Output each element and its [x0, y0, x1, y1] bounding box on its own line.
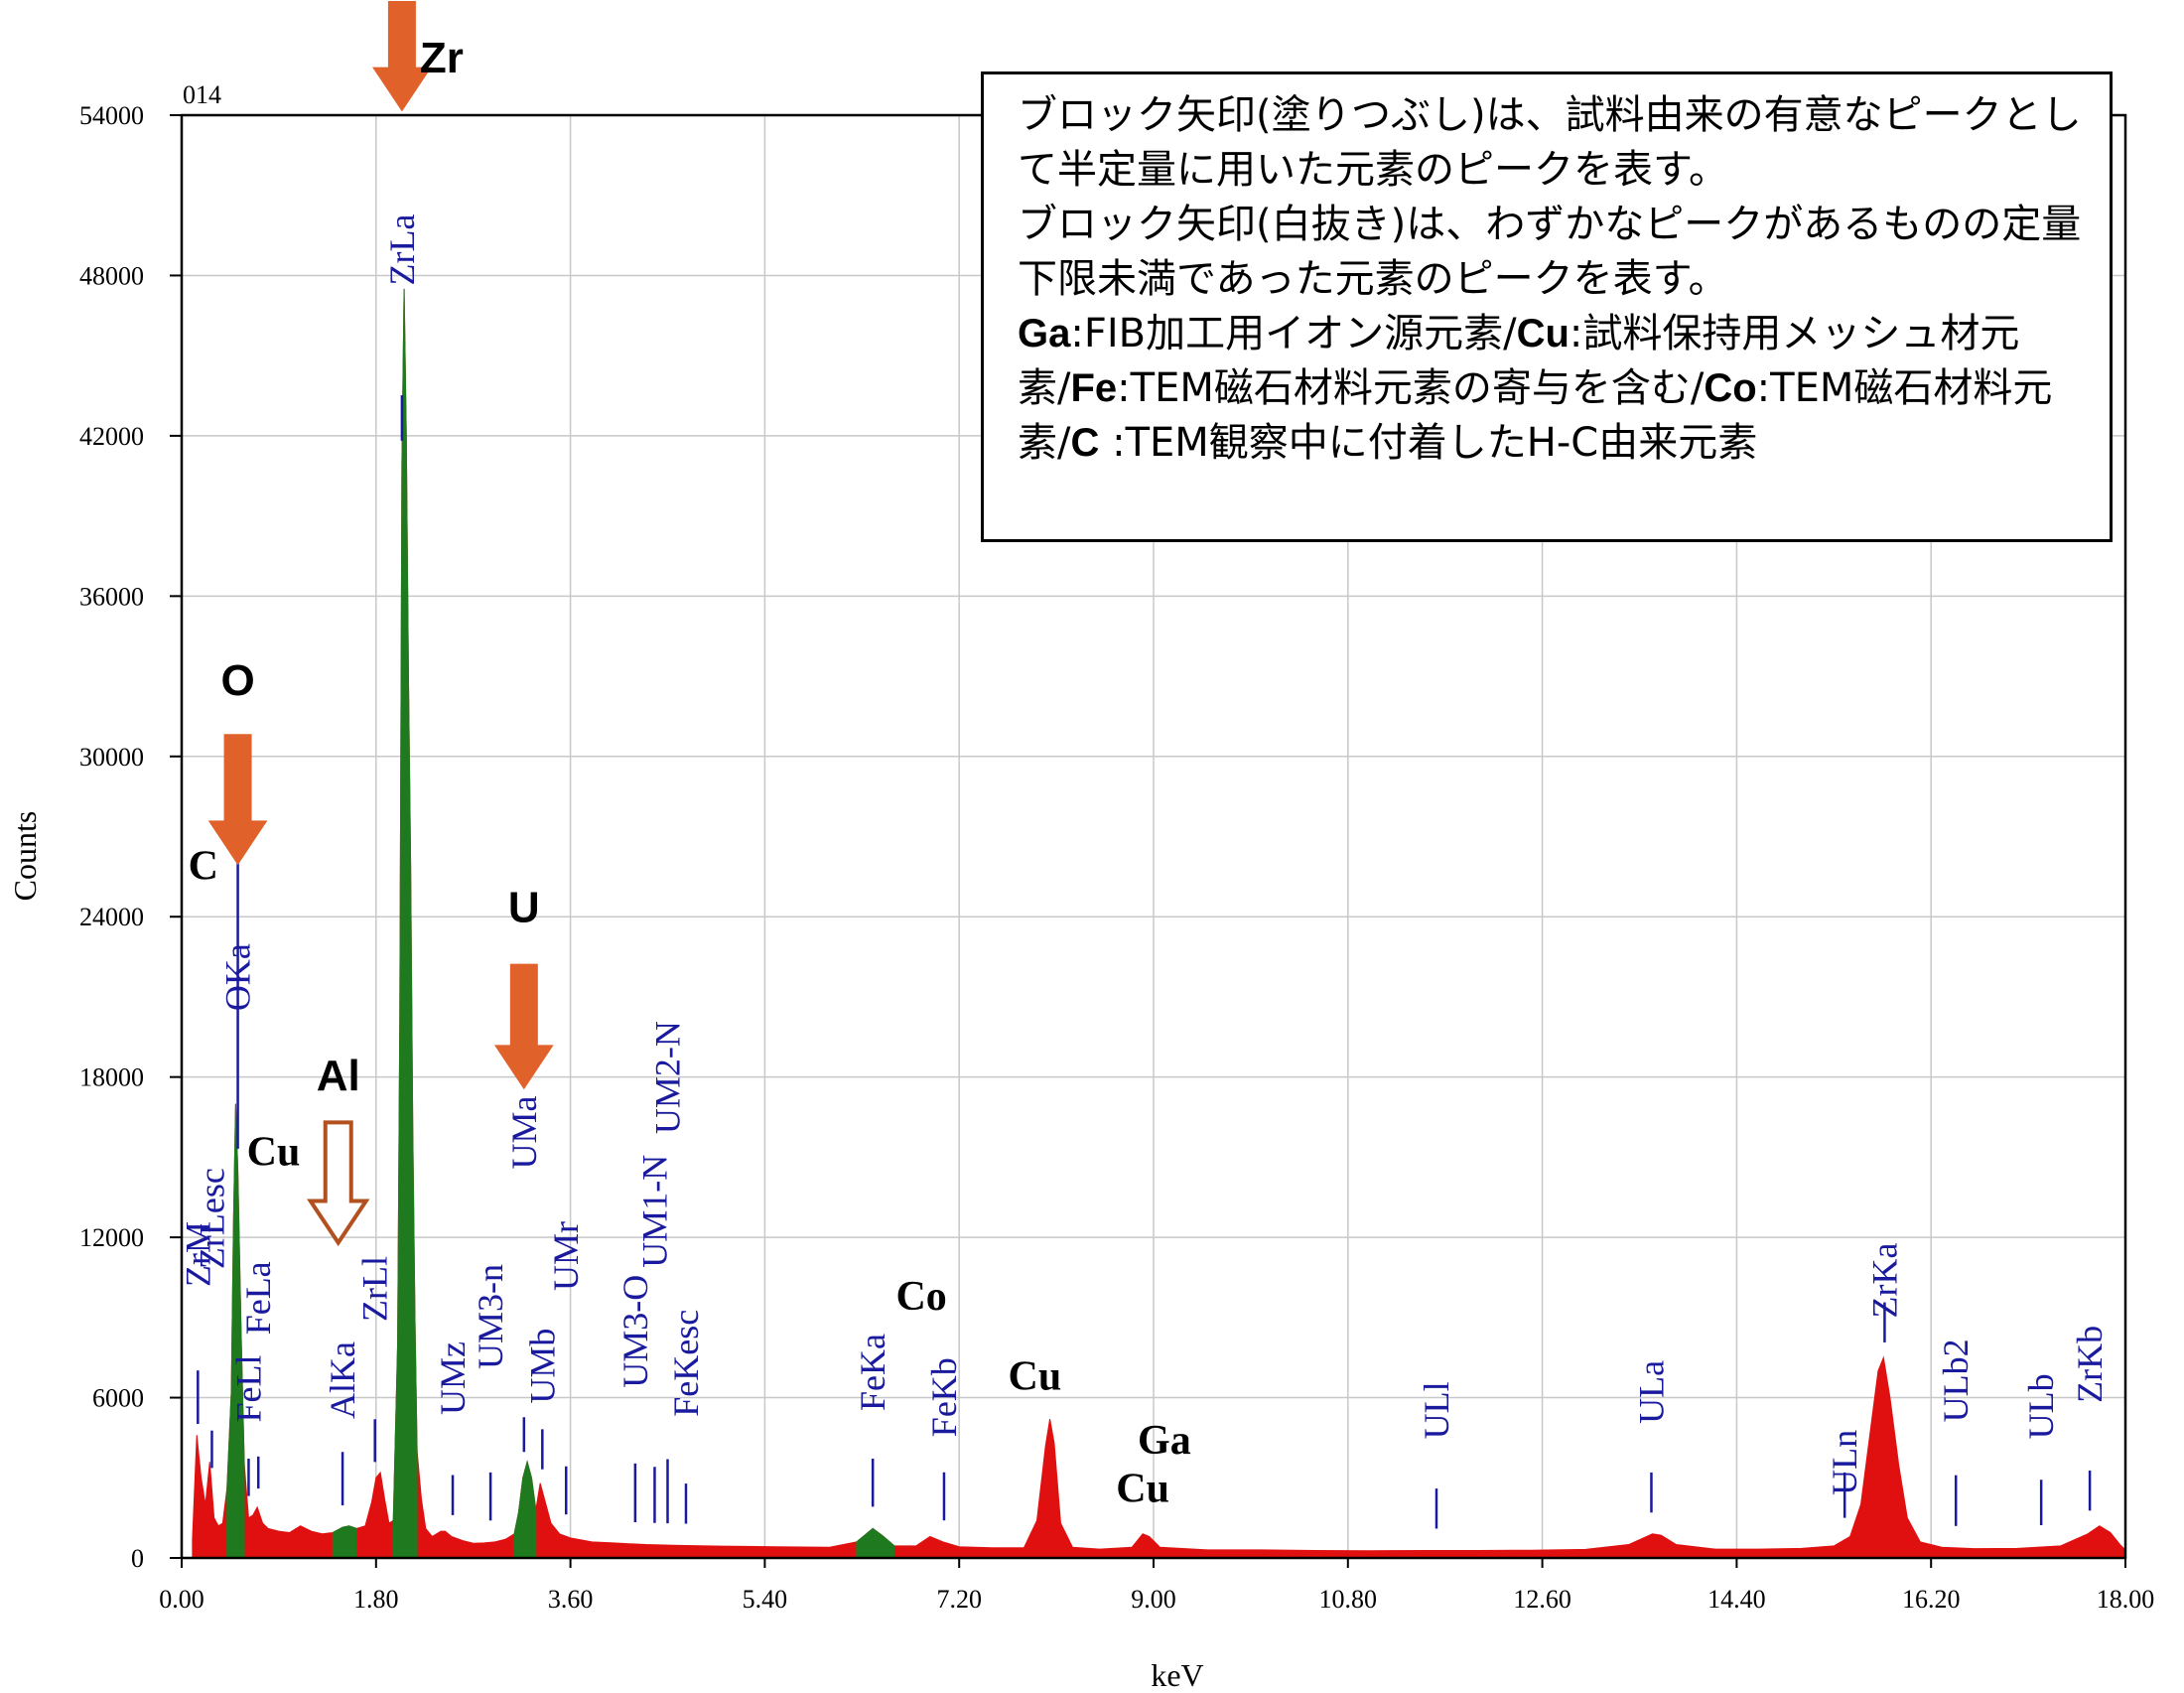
y-tick-label: 0 [131, 1544, 144, 1573]
line-marker-label: UMb [522, 1329, 562, 1404]
element-label: O [220, 656, 254, 705]
line-marker-label: FeKb [924, 1357, 964, 1437]
filled-block-arrow [207, 734, 268, 866]
note-c-desc: :TEM観察中に付着したH-C由来元素 [1099, 420, 1758, 466]
x-axis-title: keV [1151, 1657, 1203, 1693]
element-label: Co [895, 1274, 946, 1320]
note-fe-symbol: Fe [1070, 366, 1118, 410]
line-marker-label: AlKa [323, 1341, 362, 1419]
line-marker-label: ZrM [178, 1221, 217, 1287]
line-marker-label: ULb2 [1936, 1339, 1976, 1422]
identified-band-zr [392, 288, 418, 1559]
spectrum [192, 288, 2126, 1559]
note-ga-desc: :FIB加工用イオン源元素/ [1070, 311, 1517, 356]
y-tick-label: 30000 [79, 743, 144, 772]
spectrum-area [192, 288, 2126, 1559]
line-marker-label: FeLa [238, 1261, 278, 1335]
line-marker-label: UMr [546, 1221, 586, 1291]
line-marker-label: ZrLl [355, 1256, 395, 1322]
line-marker-label: FeKa [853, 1334, 892, 1411]
note-co-desc: :TEM磁石材料元素/ [1018, 365, 2053, 466]
identified-band-al [332, 1525, 357, 1559]
line-marker-label: UM3-O [615, 1275, 655, 1388]
line-marker-label: UMz [433, 1341, 473, 1415]
line-marker-label: FeLl [228, 1355, 268, 1423]
filled-block-arrow [372, 1, 432, 112]
element-label: Al [317, 1052, 360, 1100]
run-id-label: 014 [183, 80, 221, 109]
line-marker-label: ULn [1825, 1430, 1864, 1495]
note-ga-symbol: Ga [1018, 312, 1071, 355]
line-marker-label: ULl [1417, 1381, 1456, 1439]
element-label: Ga [1138, 1418, 1191, 1464]
line-marker-label: ZrKa [1864, 1242, 1904, 1318]
y-tick-label: 48000 [79, 261, 144, 290]
x-tick-label: 1.80 [353, 1585, 399, 1614]
y-tick-label: 18000 [79, 1063, 144, 1092]
note-c-symbol: C [1070, 421, 1100, 465]
note-fe-desc: :TEM磁石材料元素の寄与を含む/ [1117, 365, 1705, 411]
line-marker-label: ULb [2021, 1373, 2061, 1439]
y-tick-label: 24000 [79, 903, 144, 931]
x-tick-label: 14.40 [1707, 1585, 1766, 1614]
identified-band-u [513, 1460, 537, 1559]
line-marker-label: FeKesc [666, 1310, 706, 1417]
element-label: Cu [247, 1129, 301, 1175]
x-tick-label: 10.80 [1319, 1585, 1378, 1614]
y-axis-title: Counts [7, 811, 43, 902]
identified-band-fe [856, 1527, 895, 1559]
line-marker-label: UM1-N [634, 1155, 674, 1268]
x-tick-label: 18.00 [2097, 1585, 2155, 1614]
line-marker-label: ZrLa [382, 214, 422, 286]
note-cu-desc: :試料保持用メッシュ材元素/ [1018, 311, 2020, 411]
y-tick-label: 42000 [79, 422, 144, 451]
element-label: Cu [1008, 1353, 1061, 1399]
x-tick-label: 12.60 [1513, 1585, 1571, 1614]
x-tick-label: 5.40 [743, 1585, 788, 1614]
note-co-symbol: Co [1704, 366, 1757, 410]
line-marker-label: ZrLesc [192, 1168, 231, 1269]
element-label: Zr [420, 34, 464, 82]
y-tick-label: 36000 [79, 582, 144, 611]
note-filled-arrow-text: ブロック矢印(塗りつぶし)は、試料由来の有意なピークとして半定量に用いた元素のピ… [1018, 92, 2082, 193]
x-tick-label: 16.20 [1902, 1585, 1961, 1614]
axes: 0.00 1.80 3.60 5.40 7.20 9.00 10.80 12.60 14.40 1… [79, 101, 2154, 1614]
hollow-block-arrow [306, 1120, 370, 1247]
x-tick-label: 7.20 [936, 1585, 982, 1614]
line-marker-label: UM3-n [471, 1264, 510, 1369]
line-marker-label: ZrKb [2070, 1326, 2110, 1403]
line-marker-label: ULa [1631, 1360, 1671, 1424]
note-hollow-arrow-text: ブロック矢印(白抜き)は、わずかなピークがあるものの定量下限未満であった元素のピ… [1018, 202, 2082, 302]
element-label: C [189, 844, 218, 890]
y-tick-label: 6000 [92, 1384, 144, 1413]
element-label: U [508, 884, 540, 932]
legend-note-box: ブロック矢印(塗りつぶし)は、試料由来の有意なピークとして半定量に用いた元素のピ… [981, 71, 2113, 542]
x-tick-label: 0.00 [159, 1585, 205, 1614]
element-label: Cu [1116, 1466, 1169, 1511]
y-tick-label: 54000 [79, 101, 144, 130]
x-tick-label: 3.60 [548, 1585, 594, 1614]
x-tick-label: 9.00 [1131, 1585, 1176, 1614]
line-marker-label: UM2-N [648, 1021, 688, 1134]
filled-block-arrow [493, 963, 554, 1090]
note-element-sources: Ga:FIB加工用イオン源元素/Cu:試料保持用メッシュ材元素/Fe:TEM磁石… [1018, 307, 2088, 471]
y-tick-label: 12000 [79, 1223, 144, 1252]
line-marker-label: OKa [218, 943, 258, 1011]
note-cu-symbol: Cu [1516, 312, 1570, 355]
line-marker-label: UMa [504, 1095, 544, 1169]
